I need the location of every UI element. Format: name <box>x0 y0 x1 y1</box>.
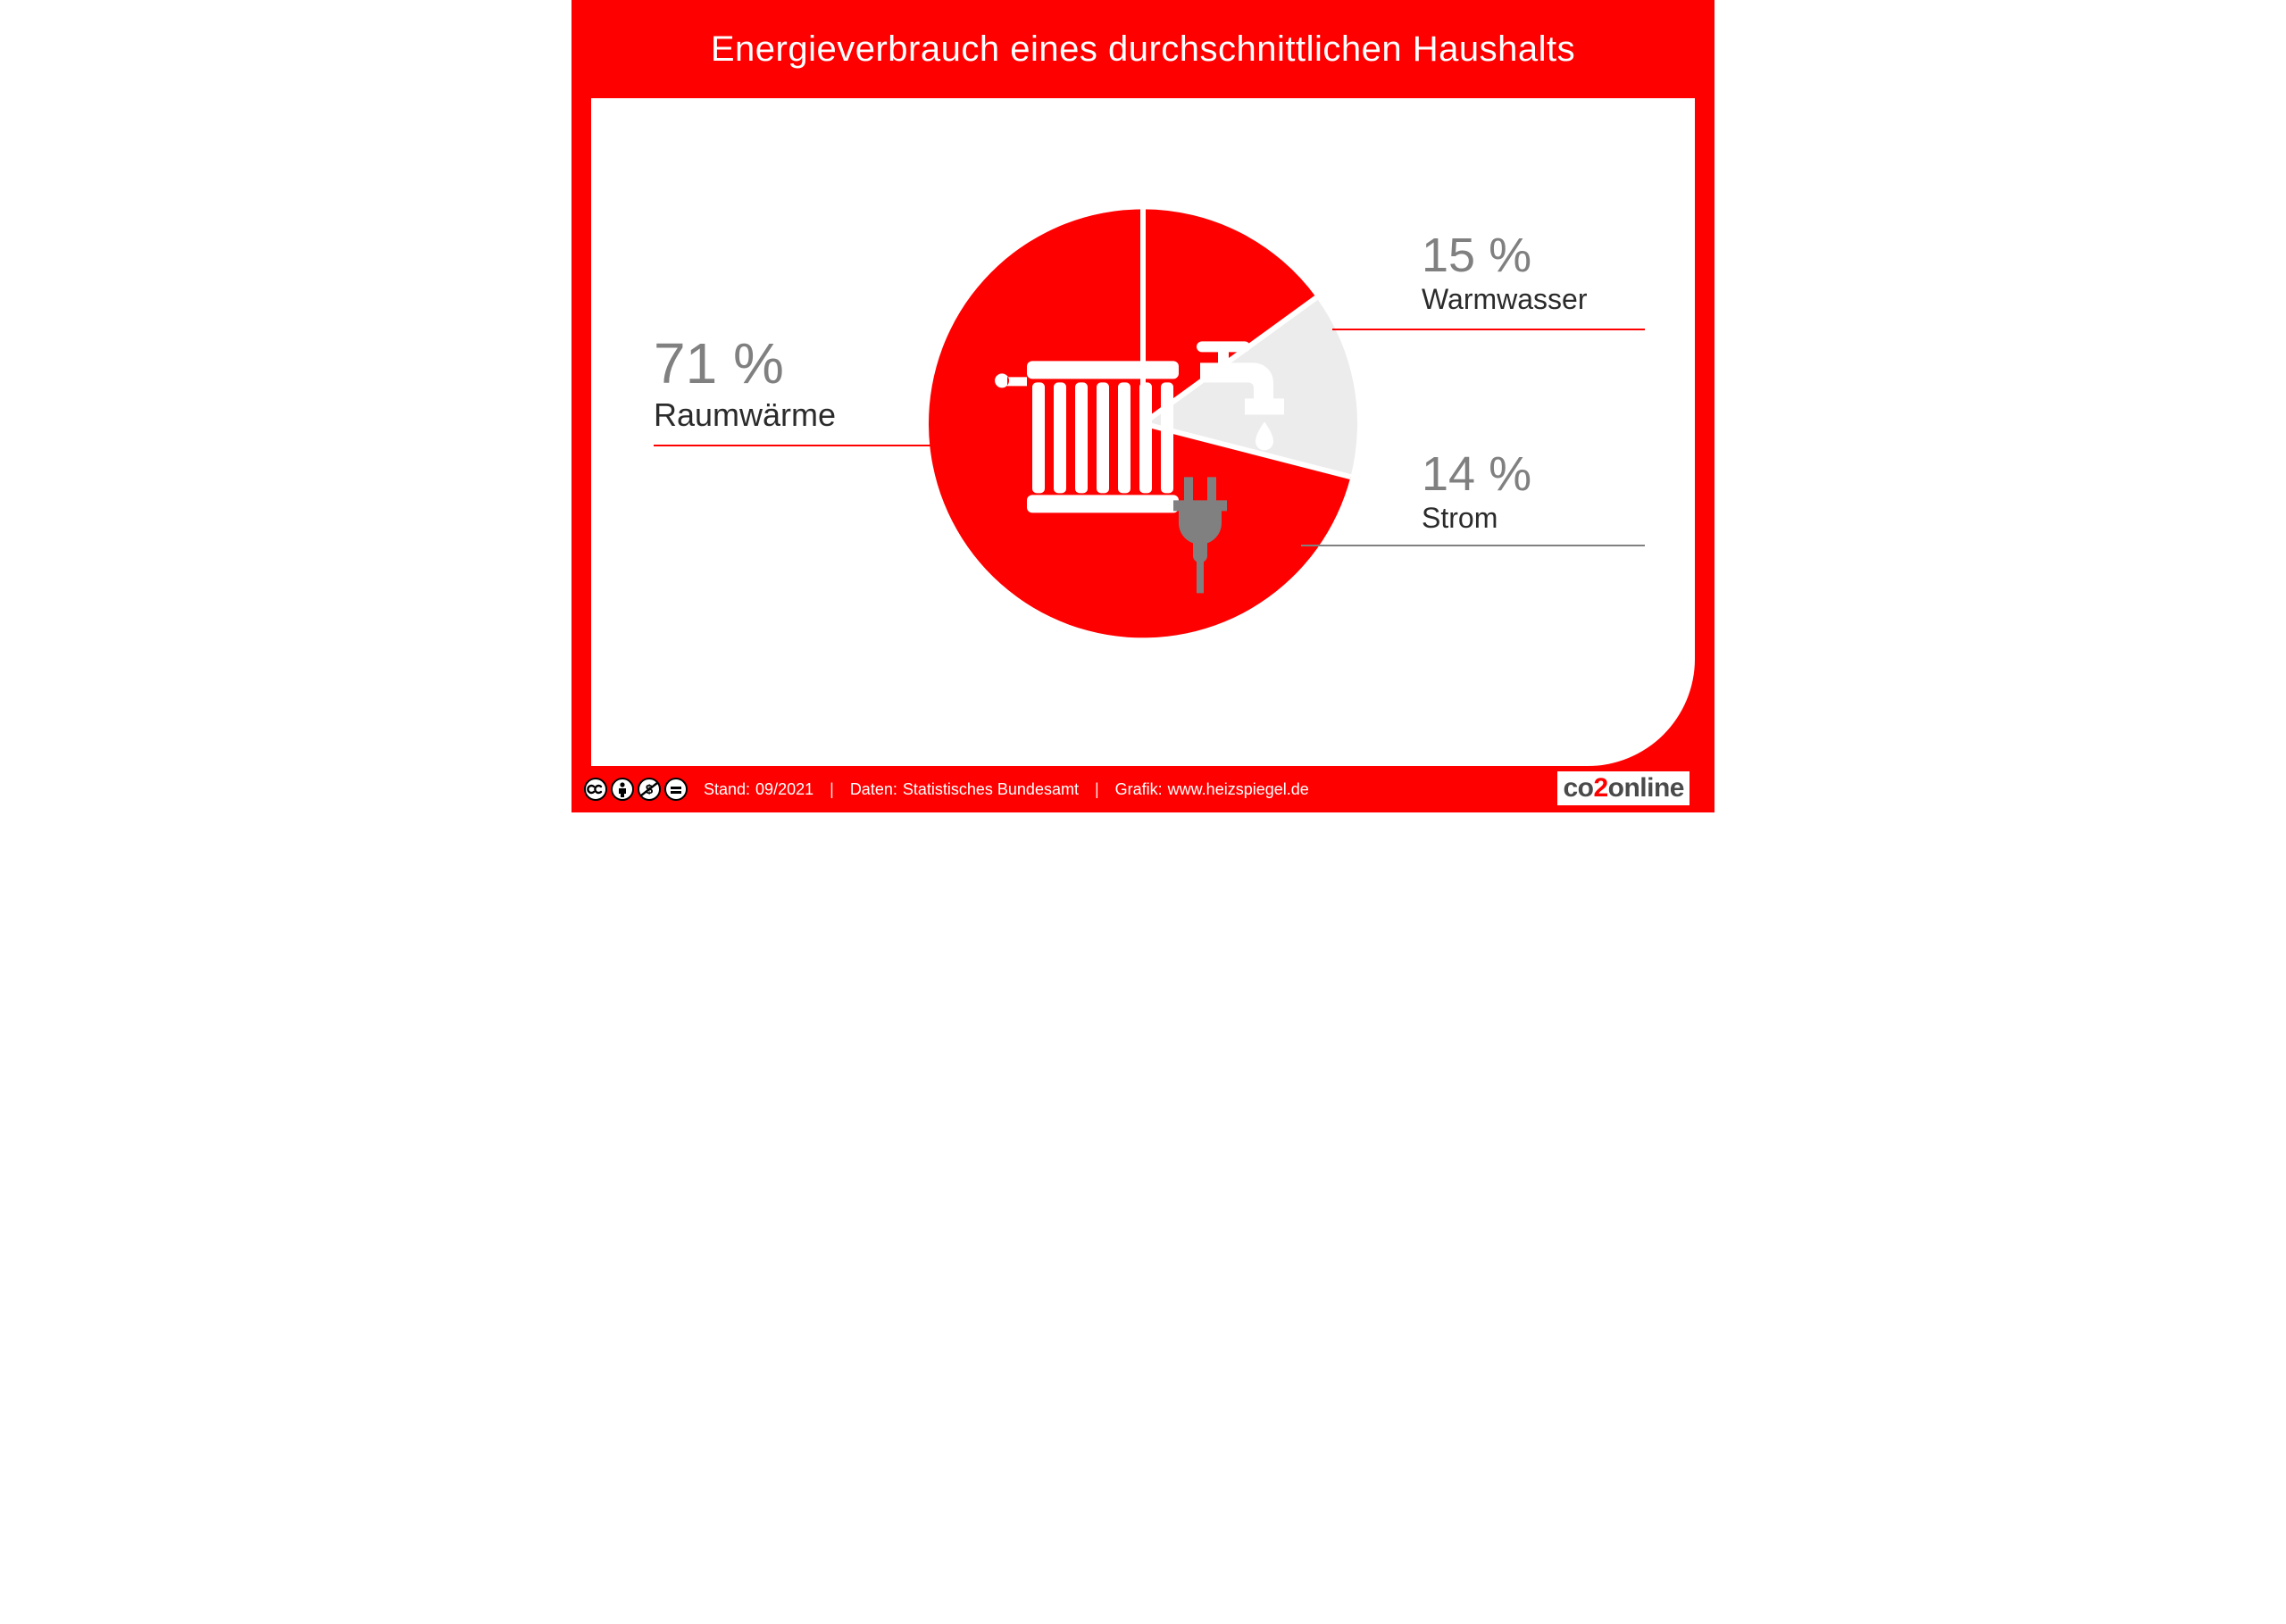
slice-name-strom: Strom <box>1422 502 1531 535</box>
footer-grafik-label: Grafik: <box>1115 780 1163 799</box>
leader-line-raumwaerme <box>654 445 948 446</box>
cc-by-icon <box>611 778 634 801</box>
footer-sep: | <box>830 780 834 799</box>
logo-part-co: co <box>1563 773 1593 803</box>
footer-stand-label: Stand: <box>704 780 750 799</box>
slice-name-warmwasser: Warmwasser <box>1422 283 1587 316</box>
chart-title: Energieverbrauch eines durchschnittliche… <box>711 29 1575 70</box>
footer-sep: | <box>1095 780 1099 799</box>
footer-daten-label: Daten: <box>850 780 897 799</box>
slice-label-warmwasser: 15 %Warmwasser <box>1422 228 1587 316</box>
leader-line-warmwasser <box>1332 329 1645 330</box>
footer-bar: $ Stand: 09/2021 | Daten: Statistisches … <box>572 766 1714 812</box>
logo-part-2: 2 <box>1593 773 1607 803</box>
slice-name-raumwaerme: Raumwärme <box>654 396 836 434</box>
leader-line-strom <box>1301 545 1645 546</box>
cc-license-badges: $ <box>584 778 688 801</box>
cc-cc-icon <box>584 778 607 801</box>
slice-pct-warmwasser: 15 % <box>1422 228 1587 283</box>
slice-label-raumwaerme: 71 %Raumwärme <box>654 330 836 434</box>
footer-stand-value: 09/2021 <box>755 780 813 799</box>
footer-daten-value: Statistisches Bundesamt <box>903 780 1079 799</box>
cc-nc-icon: $ <box>638 778 661 801</box>
slice-pct-strom: 14 % <box>1422 446 1531 502</box>
footer-grafik-value: www.heizspiegel.de <box>1168 780 1309 799</box>
slice-label-strom: 14 %Strom <box>1422 446 1531 535</box>
chart-area: 71 %Raumwärme 15 %Warmwasser 14 %Strom <box>591 98 1695 766</box>
cc-nd-icon <box>664 778 688 801</box>
pie-chart <box>929 209 1357 637</box>
logo-part-online: online <box>1608 773 1684 803</box>
co2online-logo: co2online <box>1557 771 1689 805</box>
infographic-frame: Energieverbrauch eines durchschnittliche… <box>572 0 1714 812</box>
header-bar: Energieverbrauch eines durchschnittliche… <box>572 0 1714 98</box>
chart-body: 71 %Raumwärme 15 %Warmwasser 14 %Strom <box>591 98 1695 766</box>
slice-pct-raumwaerme: 71 % <box>654 330 836 396</box>
